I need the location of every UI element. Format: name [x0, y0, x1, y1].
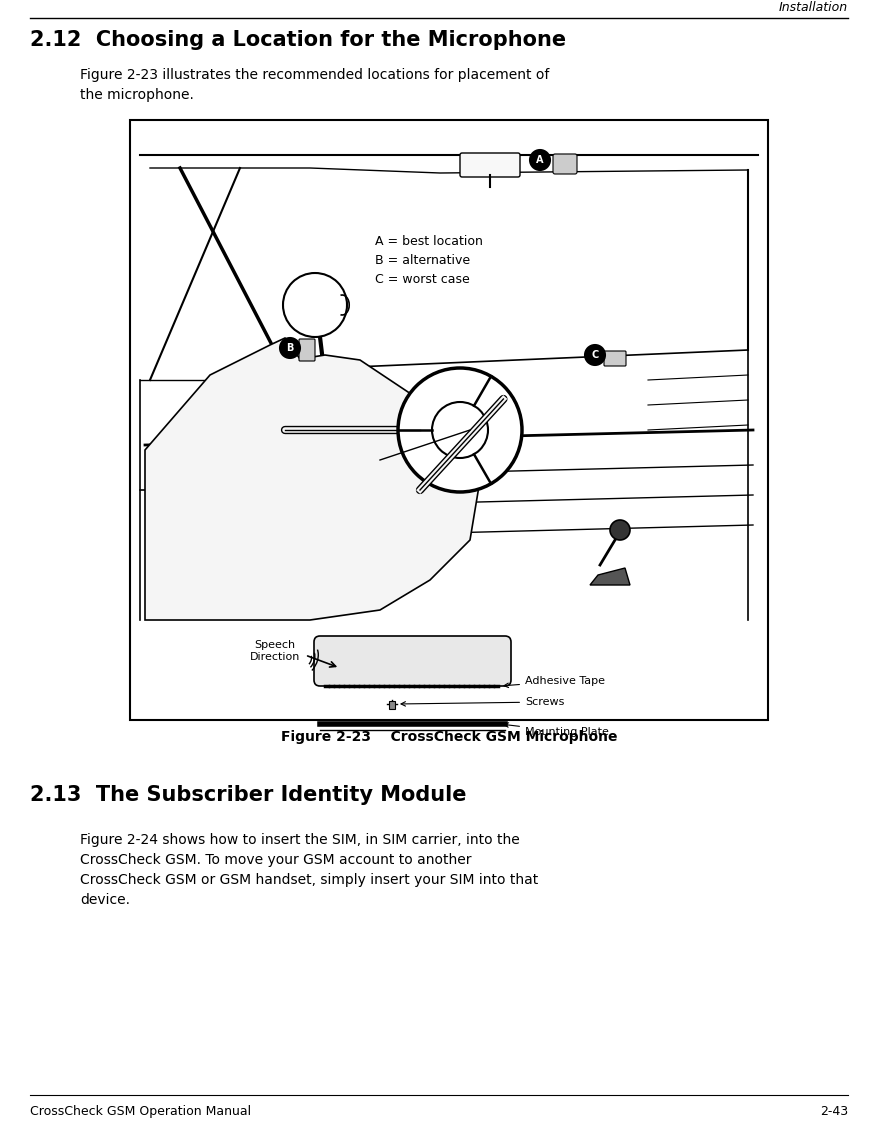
FancyBboxPatch shape [553, 154, 576, 174]
Circle shape [397, 368, 522, 492]
Text: the microphone.: the microphone. [80, 88, 194, 102]
Circle shape [530, 150, 549, 170]
Text: CrossCheck GSM. To move your GSM account to another: CrossCheck GSM. To move your GSM account… [80, 853, 471, 867]
Circle shape [610, 520, 630, 540]
FancyBboxPatch shape [460, 153, 519, 177]
Bar [130, 120, 767, 720]
Text: Speech
Direction: Speech Direction [250, 640, 300, 663]
Text: C: C [591, 350, 598, 360]
Circle shape [282, 273, 346, 338]
Circle shape [431, 402, 488, 458]
Text: Figure 2-23    CrossCheck GSM Microphone: Figure 2-23 CrossCheck GSM Microphone [281, 730, 617, 744]
Text: Installation: Installation [778, 1, 847, 14]
Text: device.: device. [80, 893, 130, 907]
Polygon shape [589, 568, 630, 585]
Text: CrossCheck GSM or GSM handset, simply insert your SIM into that: CrossCheck GSM or GSM handset, simply in… [80, 873, 538, 886]
Text: Adhesive Tape: Adhesive Tape [503, 676, 604, 687]
Bar [389, 701, 395, 709]
Text: A = best location: A = best location [374, 235, 482, 248]
FancyBboxPatch shape [314, 636, 510, 686]
Text: B = alternative: B = alternative [374, 254, 469, 267]
Text: A: A [536, 155, 543, 165]
Text: B: B [286, 343, 293, 353]
Polygon shape [145, 338, 480, 620]
Text: Screws: Screws [401, 698, 564, 706]
FancyBboxPatch shape [299, 339, 315, 361]
FancyBboxPatch shape [603, 351, 625, 366]
Text: Figure 2-24 shows how to insert the SIM, in SIM carrier, into the: Figure 2-24 shows how to insert the SIM,… [80, 832, 519, 847]
Text: 2.13  The Subscriber Identity Module: 2.13 The Subscriber Identity Module [30, 785, 466, 806]
Text: 2-43: 2-43 [819, 1105, 847, 1118]
Text: 2.12  Choosing a Location for the Microphone: 2.12 Choosing a Location for the Microph… [30, 30, 566, 50]
Text: Mounting Plate: Mounting Plate [503, 722, 608, 737]
Circle shape [280, 338, 300, 358]
Text: CrossCheck GSM Operation Manual: CrossCheck GSM Operation Manual [30, 1105, 251, 1118]
Circle shape [584, 345, 604, 364]
Text: C = worst case: C = worst case [374, 273, 469, 286]
Text: Figure 2-23 illustrates the recommended locations for placement of: Figure 2-23 illustrates the recommended … [80, 68, 549, 82]
